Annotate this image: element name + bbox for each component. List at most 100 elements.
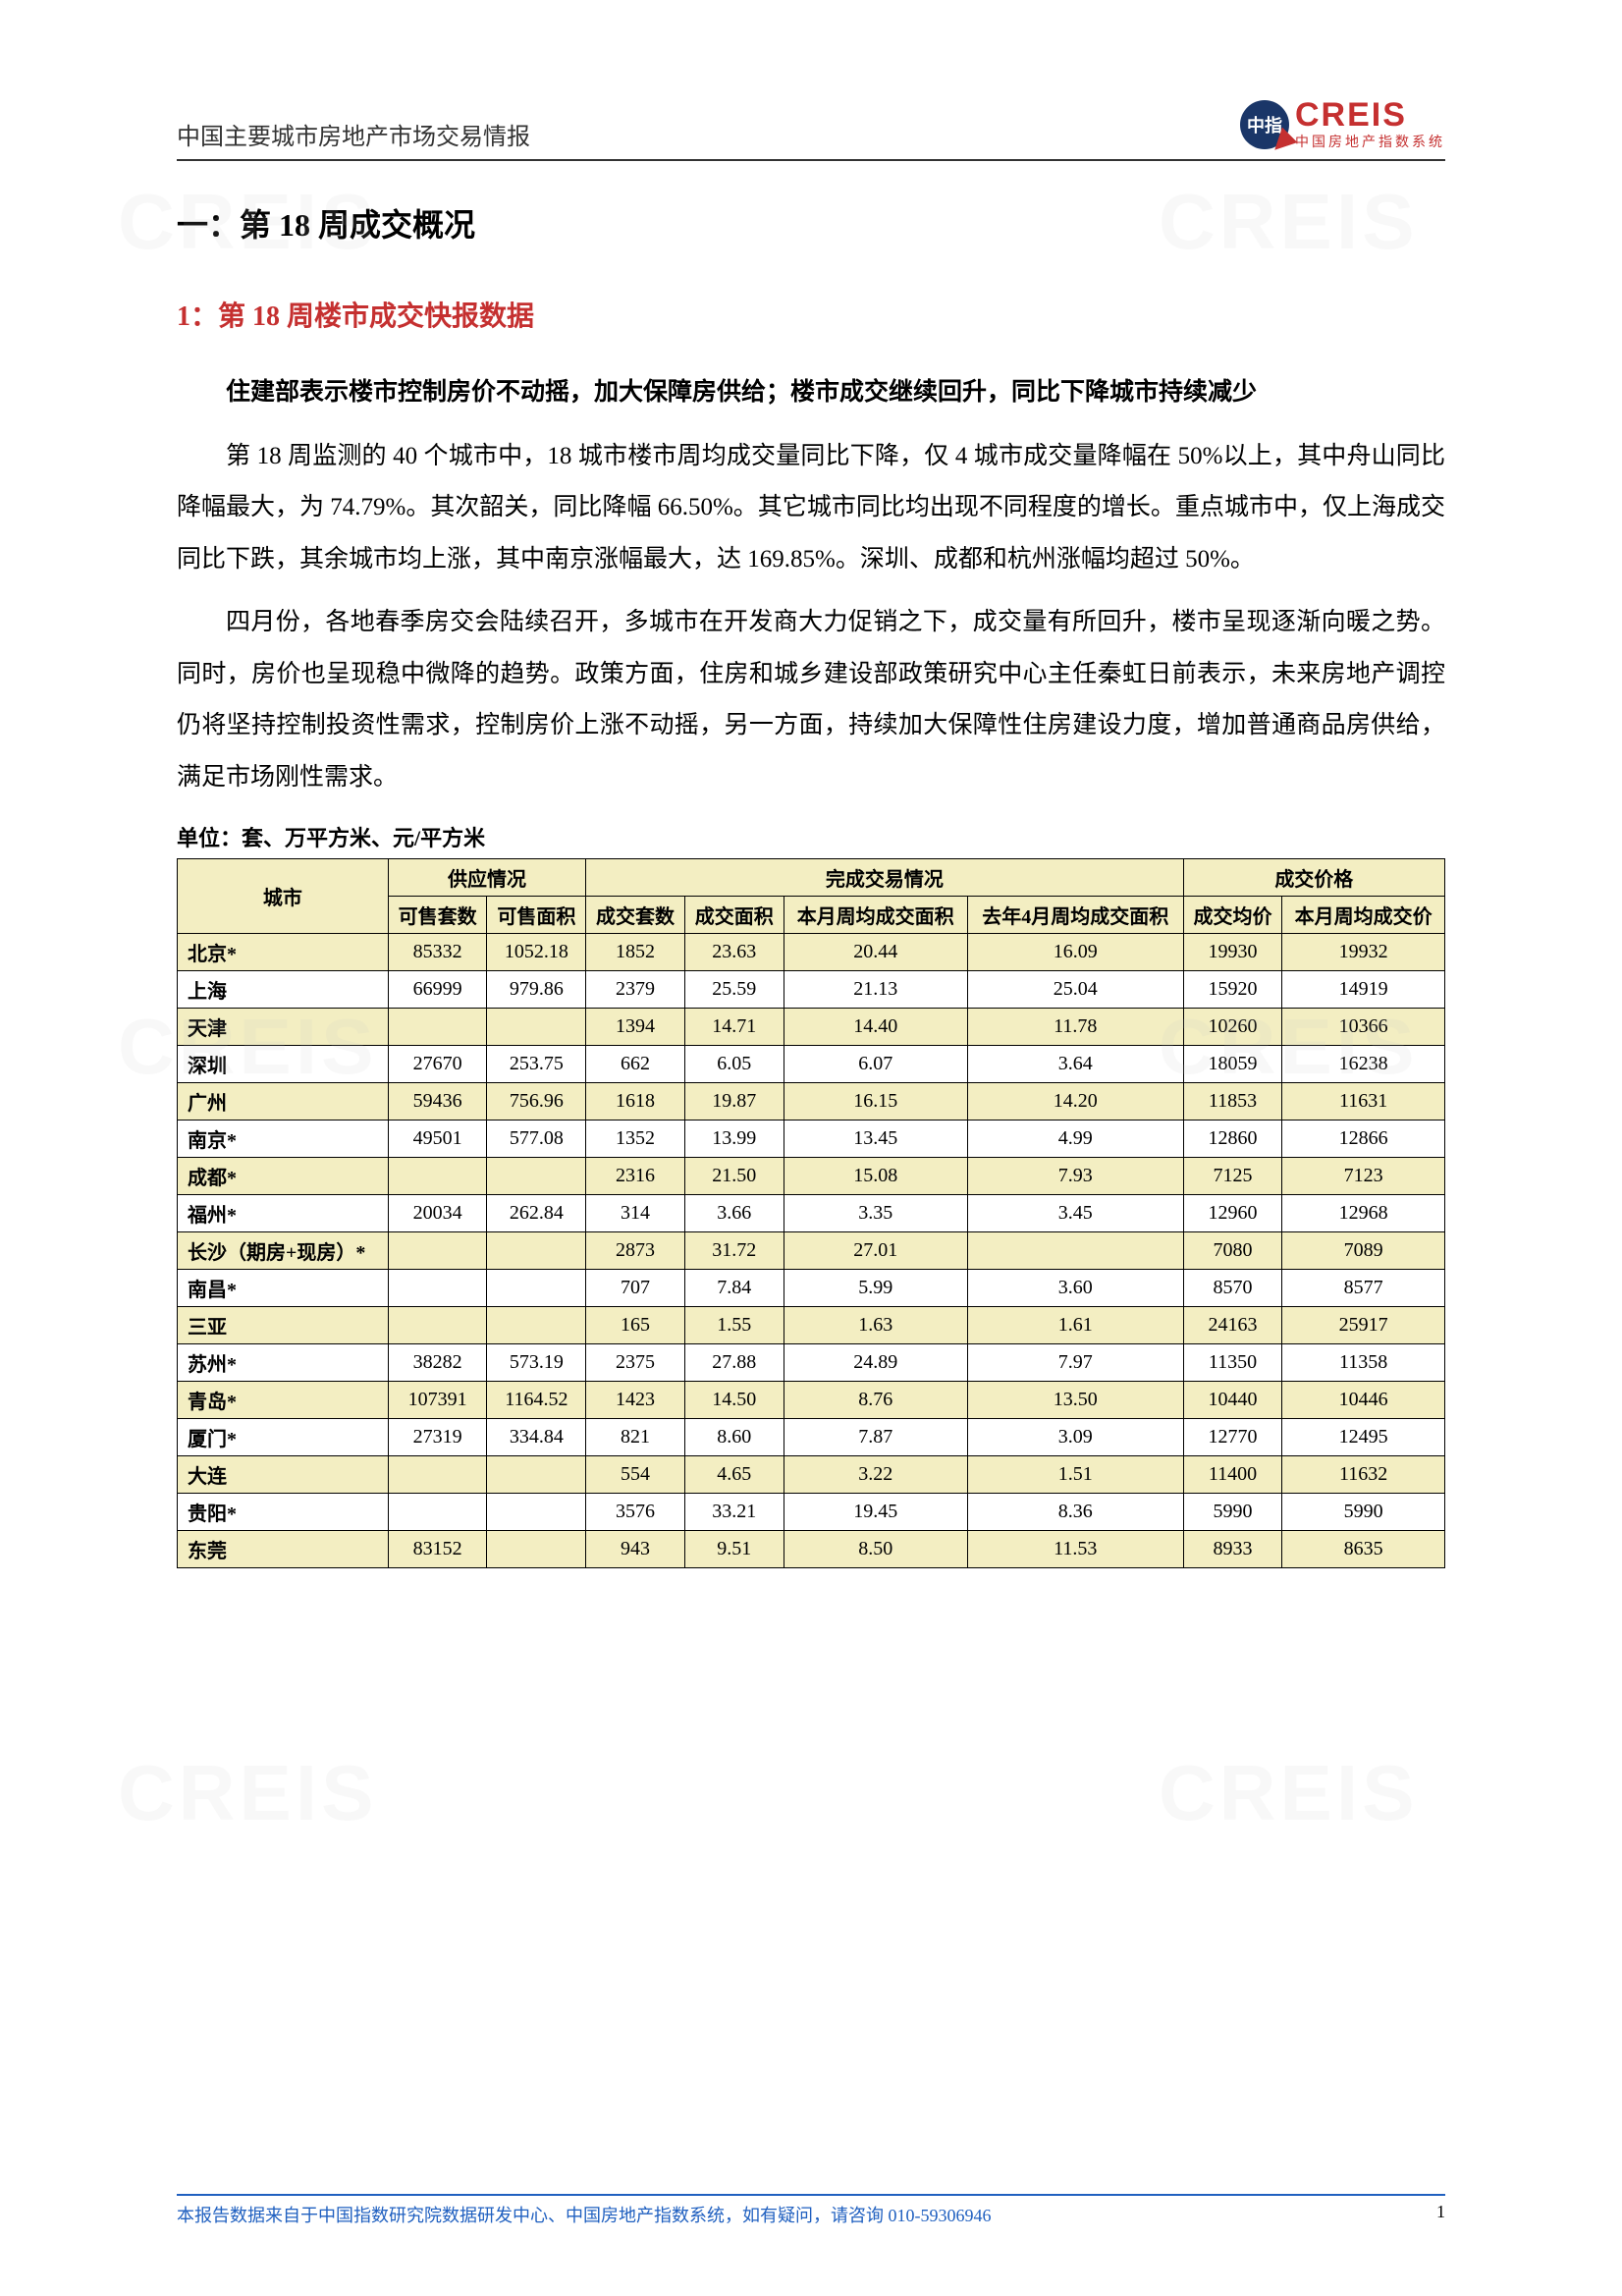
cell-value: 3.09 bbox=[967, 1419, 1183, 1456]
cell-value: 15.08 bbox=[784, 1158, 967, 1195]
cell-value: 25.59 bbox=[684, 971, 784, 1009]
cell-value: 20.44 bbox=[784, 934, 967, 971]
cell-value: 7.93 bbox=[967, 1158, 1183, 1195]
cell-city: 南昌* bbox=[178, 1270, 389, 1307]
cell-value: 27.88 bbox=[684, 1344, 784, 1382]
cell-value: 6.07 bbox=[784, 1046, 967, 1083]
cell-value: 59436 bbox=[388, 1083, 487, 1121]
cell-value: 1.61 bbox=[967, 1307, 1183, 1344]
cell-value: 8570 bbox=[1183, 1270, 1282, 1307]
cell-value: 8635 bbox=[1282, 1531, 1445, 1568]
cell-value bbox=[388, 1456, 487, 1494]
cell-city: 上海 bbox=[178, 971, 389, 1009]
cell-value: 8.60 bbox=[684, 1419, 784, 1456]
body-paragraph-1: 第 18 周监测的 40 个城市中，18 城市楼市周均成交量同比下降，仅 4 城… bbox=[177, 431, 1445, 586]
cell-city: 三亚 bbox=[178, 1307, 389, 1344]
cell-value: 49501 bbox=[388, 1121, 487, 1158]
cell-value: 16.15 bbox=[784, 1083, 967, 1121]
cell-value bbox=[388, 1009, 487, 1046]
cell-value: 15920 bbox=[1183, 971, 1282, 1009]
cell-value: 10366 bbox=[1282, 1009, 1445, 1046]
cell-value: 10446 bbox=[1282, 1382, 1445, 1419]
cell-value: 11.78 bbox=[967, 1009, 1183, 1046]
cell-value: 11853 bbox=[1183, 1083, 1282, 1121]
cell-value: 1618 bbox=[586, 1083, 685, 1121]
table-group-header-row: 城市 供应情况 完成交易情况 成交价格 bbox=[178, 859, 1445, 897]
cell-value: 3.45 bbox=[967, 1195, 1183, 1232]
table-row: 深圳27670253.756626.056.073.641805916238 bbox=[178, 1046, 1445, 1083]
cell-value: 573.19 bbox=[487, 1344, 586, 1382]
cell-value: 24.89 bbox=[784, 1344, 967, 1382]
cell-value: 12770 bbox=[1183, 1419, 1282, 1456]
table-unit-line: 单位：套、万平方米、元/平方米 bbox=[177, 821, 1445, 852]
cell-value: 9.51 bbox=[684, 1531, 784, 1568]
cell-value bbox=[487, 1494, 586, 1531]
cell-value: 3.60 bbox=[967, 1270, 1183, 1307]
cell-value: 1394 bbox=[586, 1009, 685, 1046]
cell-value: 8933 bbox=[1183, 1531, 1282, 1568]
cell-value: 7.84 bbox=[684, 1270, 784, 1307]
cell-value: 8.50 bbox=[784, 1531, 967, 1568]
cell-value: 11350 bbox=[1183, 1344, 1282, 1382]
table-row: 成都*231621.5015.087.9371257123 bbox=[178, 1158, 1445, 1195]
cell-value: 12860 bbox=[1183, 1121, 1282, 1158]
cell-value: 2379 bbox=[586, 971, 685, 1009]
cell-value: 5.99 bbox=[784, 1270, 967, 1307]
cell-city: 天津 bbox=[178, 1009, 389, 1046]
cell-value: 14.20 bbox=[967, 1083, 1183, 1121]
cell-value: 314 bbox=[586, 1195, 685, 1232]
cell-city: 贵阳* bbox=[178, 1494, 389, 1531]
cell-value: 3.22 bbox=[784, 1456, 967, 1494]
cell-value: 3.64 bbox=[967, 1046, 1183, 1083]
logo-text-main: CREIS bbox=[1295, 98, 1445, 132]
table-row: 三亚1651.551.631.612416325917 bbox=[178, 1307, 1445, 1344]
cell-value: 1164.52 bbox=[487, 1382, 586, 1419]
cell-value: 2375 bbox=[586, 1344, 685, 1382]
cell-value: 2873 bbox=[586, 1232, 685, 1270]
cell-value: 7.87 bbox=[784, 1419, 967, 1456]
table-row: 苏州*38282573.19237527.8824.897.9711350113… bbox=[178, 1344, 1445, 1382]
cell-value: 7.97 bbox=[967, 1344, 1183, 1382]
table-row: 上海66999979.86237925.5921.1325.0415920149… bbox=[178, 971, 1445, 1009]
cell-value bbox=[388, 1494, 487, 1531]
cell-city: 广州 bbox=[178, 1083, 389, 1121]
cell-value: 21.50 bbox=[684, 1158, 784, 1195]
cell-value: 577.08 bbox=[487, 1121, 586, 1158]
cell-value: 14.40 bbox=[784, 1009, 967, 1046]
cell-value bbox=[487, 1158, 586, 1195]
section-heading-2: 1：第 18 周楼市成交快报数据 bbox=[177, 295, 1445, 334]
table-row: 北京*853321052.18185223.6320.4416.09199301… bbox=[178, 934, 1445, 971]
cell-value: 83152 bbox=[388, 1531, 487, 1568]
table-row: 青岛*1073911164.52142314.508.7613.50104401… bbox=[178, 1382, 1445, 1419]
watermark: CREIS bbox=[1159, 1748, 1419, 1838]
cell-value: 4.65 bbox=[684, 1456, 784, 1494]
cell-value: 13.50 bbox=[967, 1382, 1183, 1419]
cell-value bbox=[388, 1158, 487, 1195]
cell-value: 334.84 bbox=[487, 1419, 586, 1456]
page-footer: 本报告数据来自于中国指数研究院数据研发中心、中国房地产指数系统，如有疑问，请咨询… bbox=[177, 2194, 1445, 2227]
cell-value: 19.45 bbox=[784, 1494, 967, 1531]
page-header: 中国主要城市房地产市场交易情报 中指 CREIS 中国房地产指数系统 bbox=[177, 98, 1445, 161]
cell-value: 5990 bbox=[1183, 1494, 1282, 1531]
cell-value bbox=[967, 1232, 1183, 1270]
cell-value: 1.55 bbox=[684, 1307, 784, 1344]
cell-city: 东莞 bbox=[178, 1531, 389, 1568]
table-row: 南昌*7077.845.993.6085708577 bbox=[178, 1270, 1445, 1307]
cell-value: 107391 bbox=[388, 1382, 487, 1419]
cell-value: 12968 bbox=[1282, 1195, 1445, 1232]
cell-city: 大连 bbox=[178, 1456, 389, 1494]
cell-value: 25917 bbox=[1282, 1307, 1445, 1344]
cell-value: 10260 bbox=[1183, 1009, 1282, 1046]
cell-value bbox=[487, 1270, 586, 1307]
col-city: 城市 bbox=[178, 859, 389, 934]
cell-value: 27670 bbox=[388, 1046, 487, 1083]
cell-value: 7080 bbox=[1183, 1232, 1282, 1270]
table-row: 南京*49501577.08135213.9913.454.9912860128… bbox=[178, 1121, 1445, 1158]
cell-value: 3.66 bbox=[684, 1195, 784, 1232]
cell-value: 262.84 bbox=[487, 1195, 586, 1232]
transaction-data-table: 城市 供应情况 完成交易情况 成交价格 可售套数 可售面积 成交套数 成交面积 … bbox=[177, 858, 1445, 1568]
logo: 中指 CREIS 中国房地产指数系统 bbox=[1240, 98, 1445, 151]
table-row: 贵阳*357633.2119.458.3659905990 bbox=[178, 1494, 1445, 1531]
cell-value: 27319 bbox=[388, 1419, 487, 1456]
header-title: 中国主要城市房地产市场交易情报 bbox=[177, 117, 530, 151]
